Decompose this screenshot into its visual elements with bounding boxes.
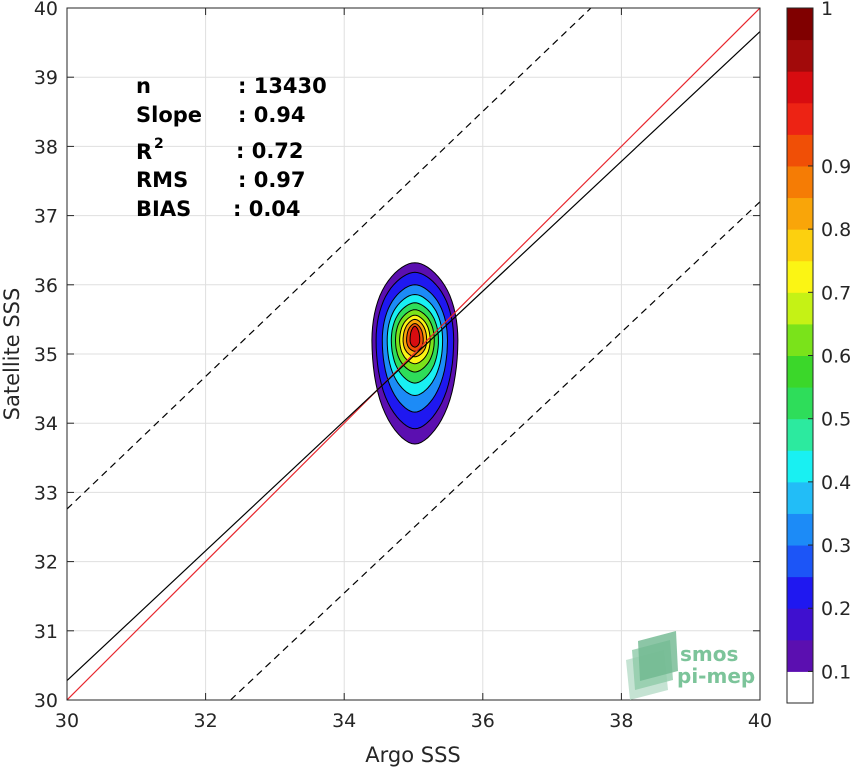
colorbar-tick-label: 0.6 — [821, 346, 851, 368]
stat-slope-label: Slope — [136, 103, 202, 127]
stat-bias-value: : 0.04 — [233, 197, 301, 221]
stat-rms-label: RMS — [136, 168, 188, 192]
y-tick-label: 38 — [34, 136, 58, 158]
colorbar-segment — [787, 608, 813, 641]
x-axis-ticks: 30 32 34 36 38 40 — [55, 8, 772, 732]
colorbar-segment — [787, 8, 813, 41]
logo-text-pimep: pi-mep — [677, 664, 755, 688]
smos-pimep-logo: smos pi-mep — [626, 631, 755, 700]
colorbar-segment — [787, 39, 813, 72]
colorbar-segment — [787, 418, 813, 451]
colorbar-tick-label: 0.9 — [821, 156, 851, 178]
regression-line — [67, 31, 760, 682]
x-tick-label: 38 — [609, 710, 633, 732]
colorbar-tick-label: 0.3 — [821, 535, 851, 557]
y-tick-label: 35 — [34, 344, 58, 366]
y-tick-label: 30 — [34, 690, 58, 712]
stat-rms-value: : 0.97 — [238, 168, 306, 192]
colorbar-segment — [787, 481, 813, 514]
stat-slope-value: : 0.94 — [238, 103, 306, 127]
x-tick-label: 32 — [194, 710, 218, 732]
y-tick-label: 33 — [34, 482, 58, 504]
stat-r2-superscript: 2 — [154, 136, 164, 152]
y-tick-label: 34 — [34, 413, 58, 435]
y-tick-label: 40 — [34, 0, 58, 20]
lower-bound-line — [230, 201, 760, 700]
colorbar-segment — [787, 229, 813, 262]
colorbar-segment — [787, 102, 813, 135]
stat-n-label: n — [136, 74, 151, 98]
y-tick-label: 36 — [34, 275, 58, 297]
y-tick-label: 31 — [34, 621, 58, 643]
logo-text-smos: smos — [680, 642, 738, 666]
colorbar-segment — [787, 387, 813, 420]
colorbar-segment — [787, 165, 813, 199]
x-tick-label: 34 — [332, 710, 356, 732]
colorbar-segment — [787, 639, 813, 672]
colorbar-tick-label: 0.2 — [821, 598, 851, 620]
y-tick-label: 37 — [34, 206, 58, 228]
stat-n-value: : 13430 — [238, 74, 327, 98]
density-contour-level — [409, 325, 421, 348]
identity-line — [67, 8, 760, 700]
colorbar-tick-label: 0.4 — [821, 472, 851, 494]
colorbar-segment — [787, 323, 813, 356]
colorbar-segment — [787, 292, 813, 325]
reference-lines — [67, 8, 760, 700]
colorbar-segment — [787, 197, 813, 230]
colorbar-tick-label: 0.1 — [821, 661, 851, 683]
colorbar-segment — [787, 450, 813, 483]
stats-box: n : 13430 Slope : 0.94 R 2 : 0.72 RMS : … — [136, 74, 327, 221]
colorbar-segment — [787, 513, 813, 546]
stat-r2-value: : 0.72 — [236, 139, 304, 163]
colorbar-segment — [787, 576, 813, 609]
colorbar-segment — [787, 671, 813, 704]
x-tick-label: 36 — [471, 710, 495, 732]
upper-bound-line — [67, 8, 592, 510]
y-axis-ticks: 30 31 32 33 34 35 36 37 38 39 40 — [34, 0, 760, 712]
stat-r2-label: R — [136, 140, 152, 164]
colorbar-tick-label: 0.5 — [821, 409, 851, 431]
colorbar-tick-label: 0.7 — [821, 282, 851, 304]
y-tick-label: 32 — [34, 552, 58, 574]
colorbar-segment — [787, 355, 813, 388]
colorbar-tick-label: 1 — [821, 0, 833, 20]
x-tick-label: 40 — [748, 710, 772, 732]
y-tick-label: 39 — [34, 67, 58, 89]
colorbar-tick-label: 0.8 — [821, 219, 851, 241]
y-axis-label: Satellite SSS — [0, 288, 24, 421]
x-axis-label: Argo SSS — [365, 743, 460, 767]
stat-bias-label: BIAS — [136, 197, 191, 221]
colorbar: 0.1 0.2 0.3 0.4 0.5 0.6 0.7 0.8 0.9 1 — [786, 0, 851, 704]
colorbar-segment — [787, 545, 813, 578]
colorbar-segment — [787, 71, 813, 104]
x-tick-label: 30 — [55, 710, 79, 732]
colorbar-segment — [787, 134, 813, 167]
colorbar-segment — [787, 260, 813, 293]
